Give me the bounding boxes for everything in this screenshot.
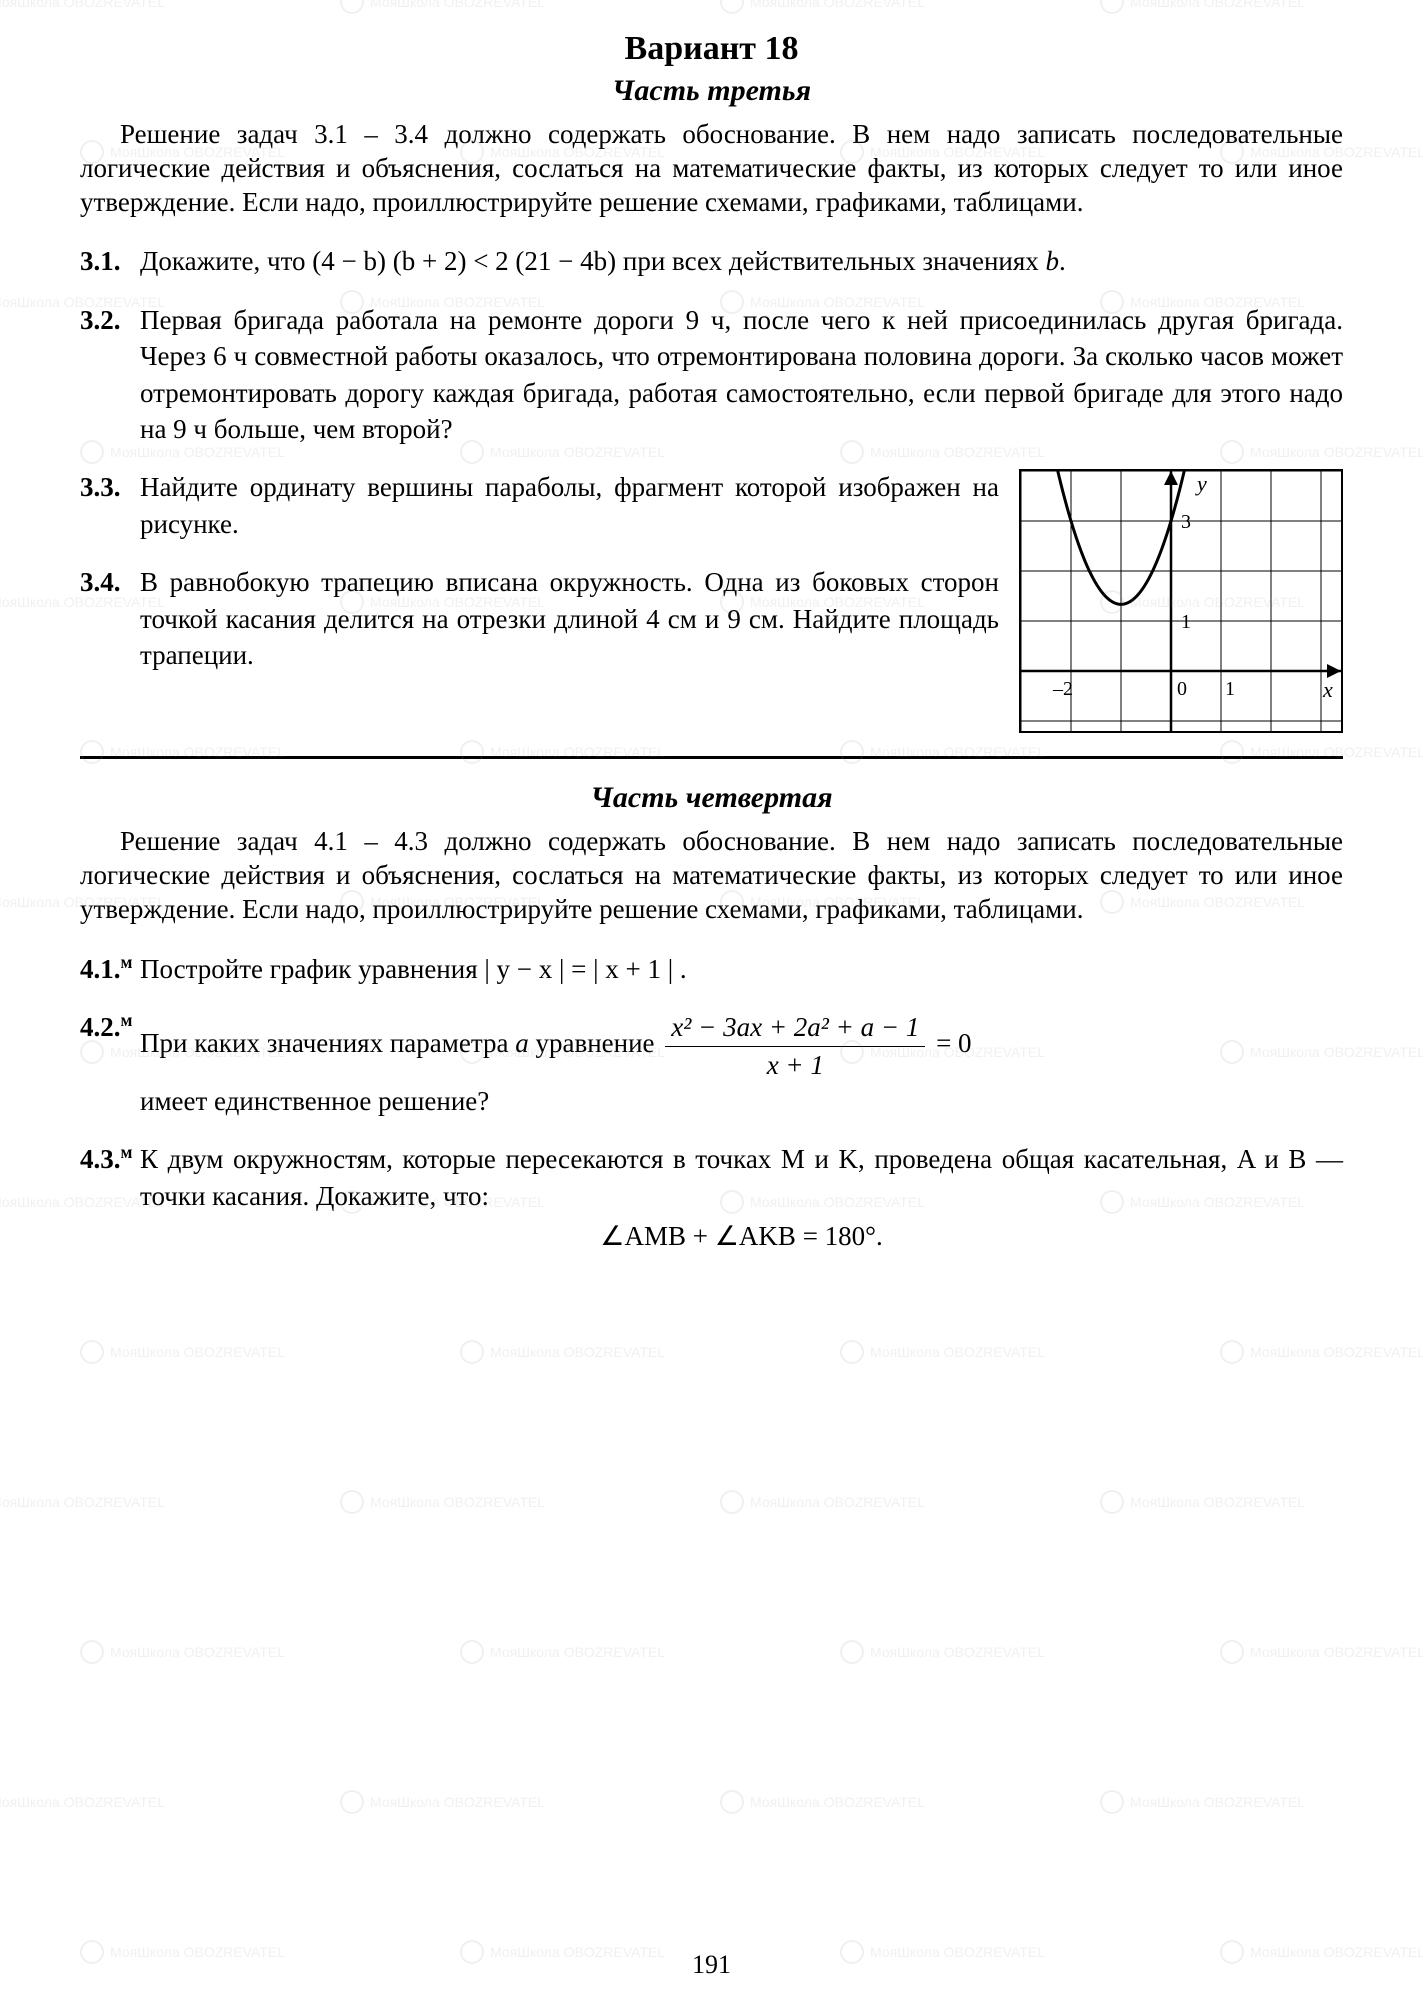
problem-4-3: 4.3.м К двум окружностям, которые пересе… bbox=[80, 1141, 1343, 1254]
problem-text: Постройте график уравнения | y − x | = |… bbox=[140, 951, 1343, 987]
text: уравнение bbox=[529, 1028, 662, 1058]
num: 4.2. bbox=[80, 1012, 121, 1042]
text: К двум окружностям, которые пересекаются… bbox=[140, 1144, 1343, 1210]
problem-number: 4.2.м bbox=[80, 1009, 140, 1119]
page-title: Вариант 18 bbox=[80, 30, 1343, 68]
parabola-graph: x y –2 0 1 1 3 bbox=[1019, 469, 1343, 733]
problems-with-figure: 3.3. Найдите ординату вершины параболы, … bbox=[80, 469, 1343, 738]
svg-text:–2: –2 bbox=[1052, 678, 1073, 700]
figure-column: x y –2 0 1 1 3 bbox=[1019, 469, 1343, 738]
problem-text: В равнобокую трапецию вписана окружность… bbox=[140, 564, 999, 673]
problem-text: Найдите ординату вершины параболы, фрагм… bbox=[140, 469, 999, 542]
problem-3-4: 3.4. В равнобокую трапецию вписана окруж… bbox=[80, 564, 999, 673]
problem-text: К двум окружностям, которые пересекаются… bbox=[140, 1141, 1343, 1254]
svg-text:3: 3 bbox=[1181, 511, 1191, 533]
problem-number: 3.4. bbox=[80, 564, 140, 673]
m-superscript: м bbox=[121, 1010, 133, 1030]
problem-number: 3.3. bbox=[80, 469, 140, 542]
variable: b bbox=[1046, 246, 1060, 276]
expr: x² − 3ax + 2a² + a − 1 bbox=[671, 1012, 919, 1042]
problem-number: 3.2. bbox=[80, 302, 140, 448]
svg-text:1: 1 bbox=[1181, 611, 1191, 633]
m-superscript: м bbox=[121, 952, 133, 972]
problem-3-2: 3.2. Первая бригада работала на ремонте … bbox=[80, 302, 1343, 448]
page: МояШкола OBOZREVATELМояШкола OBOZREVATEL… bbox=[0, 0, 1423, 2000]
part3-intro: Решение задач 3.1 – 3.4 должно содержать… bbox=[80, 118, 1343, 219]
formula: | y − x | = | x + 1 | . bbox=[484, 954, 686, 984]
svg-text:x: x bbox=[1322, 677, 1333, 702]
denominator: x + 1 bbox=[665, 1047, 925, 1083]
equation-centered: ∠AMB + ∠AKB = 180°. bbox=[140, 1218, 1343, 1254]
variable: a bbox=[515, 1028, 529, 1058]
watermark-layer: МояШкола OBOZREVATELМояШкола OBOZREVATEL… bbox=[0, 0, 1423, 2000]
expr: x + 1 bbox=[767, 1050, 824, 1080]
numerator: x² − 3ax + 2a² + a − 1 bbox=[665, 1009, 925, 1046]
part3-heading: Часть третья bbox=[80, 74, 1343, 108]
problem-3-3: 3.3. Найдите ординату вершины параболы, … bbox=[80, 469, 999, 542]
text: при всех действительных значениях bbox=[623, 246, 1046, 276]
m-superscript: м bbox=[121, 1142, 133, 1162]
formula: (4 − b) (b + 2) < 2 (21 − 4b) bbox=[312, 246, 616, 276]
problem-4-2: 4.2.м При каких значениях параметра a ур… bbox=[80, 1009, 1343, 1119]
part4-heading: Часть четвертая bbox=[80, 781, 1343, 815]
problem-number: 4.3.м bbox=[80, 1141, 140, 1254]
num: 4.1. bbox=[80, 954, 121, 984]
svg-text:0: 0 bbox=[1177, 678, 1187, 700]
svg-text:1: 1 bbox=[1225, 678, 1235, 700]
text: Постройте график уравнения bbox=[140, 954, 484, 984]
problem-number: 4.1.м bbox=[80, 951, 140, 987]
problem-text: Докажите, что (4 − b) (b + 2) < 2 (21 − … bbox=[140, 243, 1343, 279]
problem-number: 3.1. bbox=[80, 243, 140, 279]
svg-text:y: y bbox=[1195, 471, 1207, 496]
text: . bbox=[1059, 246, 1066, 276]
problem-4-1: 4.1.м Постройте график уравнения | y − x… bbox=[80, 951, 1343, 987]
divider bbox=[80, 756, 1343, 759]
num: 4.3. bbox=[80, 1144, 121, 1174]
part4-intro: Решение задач 4.1 – 4.3 должно содержать… bbox=[80, 825, 1343, 926]
page-number: 191 bbox=[0, 1950, 1423, 1980]
problem-text: Первая бригада работала на ремонте дорог… bbox=[140, 302, 1343, 448]
fraction: x² − 3ax + 2a² + a − 1 x + 1 bbox=[665, 1009, 925, 1083]
text: имеет единственное решение? bbox=[140, 1086, 489, 1116]
problem-text: При каких значениях параметра a уравнени… bbox=[140, 1009, 1343, 1119]
text: При каких значениях параметра bbox=[140, 1028, 515, 1058]
problem-3-1: 3.1. Докажите, что (4 − b) (b + 2) < 2 (… bbox=[80, 243, 1343, 279]
equals-zero: = 0 bbox=[936, 1028, 971, 1058]
text: Докажите, что bbox=[140, 246, 312, 276]
left-column: 3.3. Найдите ординату вершины параболы, … bbox=[80, 469, 999, 673]
